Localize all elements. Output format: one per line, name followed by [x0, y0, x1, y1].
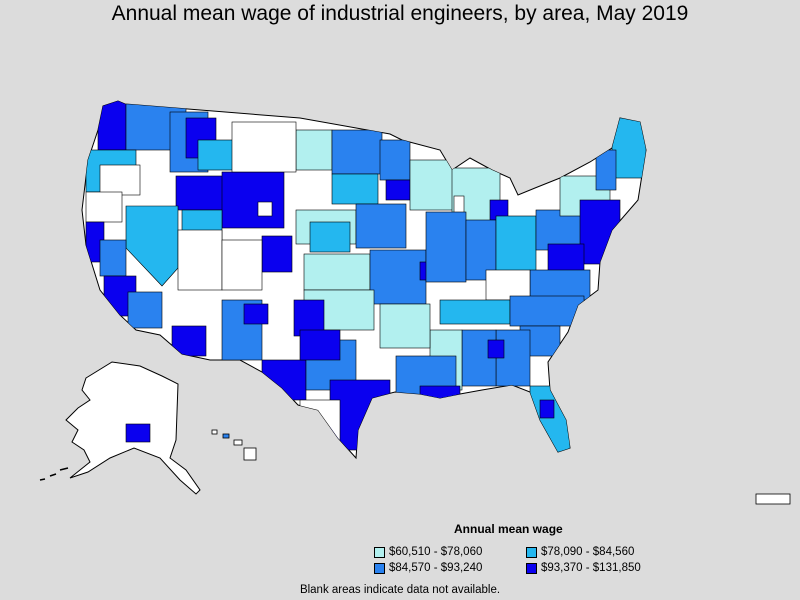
- contiguous-us: [81, 100, 647, 460]
- hawaii: [211, 429, 257, 461]
- region-fl-central: [539, 399, 555, 419]
- region-mn: [379, 139, 411, 181]
- region-az-west: [127, 291, 163, 329]
- hawaii-oahu: [222, 433, 230, 439]
- region-ca-central: [99, 239, 127, 277]
- map-title: Annual mean wage of industrial engineers…: [111, 2, 689, 25]
- legend-label-3: $84,570 - $93,240: [389, 562, 483, 574]
- region-ar: [379, 303, 431, 349]
- legend-title: Annual mean wage: [454, 522, 563, 536]
- region-ca-north: [85, 191, 123, 223]
- region-nc: [509, 295, 585, 327]
- region-mt-east: [231, 121, 297, 173]
- alaska-islands: [39, 467, 69, 481]
- hawaii-big-island: [243, 447, 257, 461]
- puerto-rico-island: [755, 493, 791, 505]
- alaska: [39, 361, 201, 495]
- region-me: [611, 117, 646, 179]
- region-nd: [295, 129, 333, 171]
- region-wi: [409, 159, 455, 211]
- region-ne-east: [309, 221, 351, 253]
- legend-item-4: $93,370 - $131,850: [526, 562, 641, 574]
- legend-swatch-3: [374, 562, 385, 574]
- hawaii-kauai: [211, 429, 218, 435]
- region-tn: [439, 299, 511, 325]
- legend-label-1: $60,510 - $78,060: [389, 546, 483, 558]
- region-wv-ky: [485, 269, 531, 301]
- alaska-region-anchorage: [125, 423, 151, 443]
- legend-item-1: $60,510 - $78,060: [374, 546, 482, 558]
- region-mn-metro: [385, 179, 411, 201]
- region-la-coast: [419, 385, 461, 407]
- legend-item-3: $84,570 - $93,240: [374, 562, 482, 574]
- footnote: Blank areas indicate data not available.: [299, 584, 501, 596]
- region-pa: [535, 209, 587, 251]
- legend-swatch-4: [526, 562, 537, 574]
- region-nm-north: [243, 303, 269, 325]
- region-az-south: [171, 325, 207, 357]
- region-wa-west: [97, 101, 127, 151]
- region-va: [529, 269, 591, 301]
- region-tx-west: [261, 359, 307, 401]
- region-sd: [331, 173, 379, 205]
- legend-swatch-2: [526, 546, 537, 558]
- region-wy: [221, 171, 285, 229]
- region-oh: [495, 215, 537, 273]
- region-nd-east: [331, 129, 383, 175]
- region-il: [425, 211, 467, 283]
- region-ne-corridor: [579, 199, 621, 265]
- region-mo: [369, 249, 427, 305]
- region-ia: [355, 203, 407, 249]
- region-id-south: [175, 175, 227, 211]
- legend-label-2: $78,090 - $84,560: [541, 546, 635, 558]
- hawaii-maui: [233, 439, 243, 446]
- legend-label-4: $93,370 - $131,850: [541, 562, 641, 574]
- region-tx-south: [299, 399, 341, 441]
- region-al-metro: [487, 339, 505, 359]
- region-tx-north: [299, 329, 341, 361]
- region-co: [221, 239, 263, 291]
- legend-swatch-1: [374, 546, 385, 558]
- region-nv-east: [177, 229, 223, 291]
- region-co-east: [261, 235, 293, 273]
- region-fl: [529, 385, 571, 453]
- puerto-rico: [755, 493, 791, 505]
- region-ks: [303, 253, 371, 291]
- region-wy-center: [257, 201, 273, 217]
- legend-item-2: $78,090 - $84,560: [526, 546, 634, 558]
- region-or-central: [99, 164, 141, 196]
